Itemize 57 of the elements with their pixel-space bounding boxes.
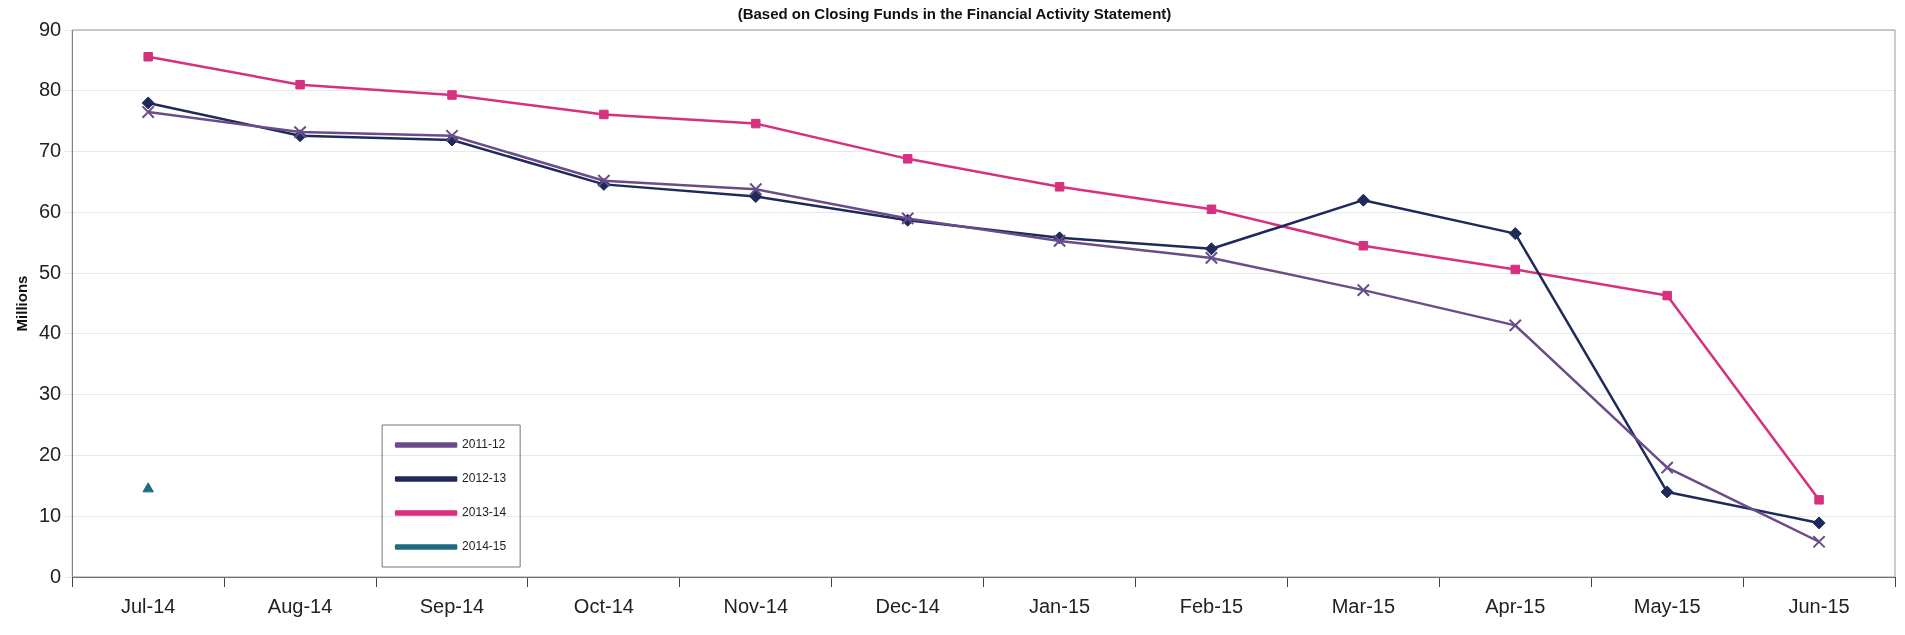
x-tick-label: Dec-14 (875, 594, 940, 617)
y-tick-label: 80 (39, 78, 62, 101)
x-tick-label: Jan-15 (1028, 594, 1091, 617)
point (1508, 318, 1522, 333)
y-tick-label: 90 (39, 17, 62, 40)
point (1812, 535, 1826, 549)
chart-subtitle: (Based on Closing Funds in the Financial Activity Statement) (737, 5, 1172, 23)
point (749, 190, 763, 204)
point (1508, 227, 1522, 241)
point (749, 182, 763, 196)
x-tick-label: May-15 (1633, 594, 1701, 617)
x-tick-label: Apr-15 (1485, 594, 1546, 617)
point (599, 109, 609, 120)
point (1356, 283, 1371, 297)
y-tick-label: 10 (39, 503, 62, 526)
point (751, 118, 761, 129)
point (447, 90, 457, 100)
point (141, 105, 155, 119)
point (1510, 264, 1520, 275)
point (1660, 485, 1674, 499)
point (1660, 460, 1674, 475)
point (1358, 241, 1369, 251)
y-tick-label: 60 (39, 199, 62, 222)
y-tick-label: 70 (39, 139, 62, 162)
point (902, 154, 913, 164)
point (143, 52, 153, 62)
legend-label: 2014-15 (462, 539, 507, 554)
legend-label: 2013-14 (462, 505, 507, 520)
point (293, 125, 307, 139)
x-tick-label: Jul-14 (120, 594, 176, 617)
y-tick-label: 50 (39, 260, 62, 283)
point (1206, 204, 1217, 215)
point (295, 79, 305, 90)
legend-label: 2012-13 (462, 471, 507, 486)
point (1662, 290, 1672, 301)
point (1812, 516, 1826, 530)
y-axis-title: Millions (13, 275, 31, 332)
point (1204, 251, 1219, 265)
x-tick-label: Aug-14 (267, 594, 333, 617)
x-tick-label: Feb-15 (1179, 594, 1244, 617)
y-tick-label: 40 (39, 321, 62, 344)
x-tick-label: Mar-15 (1331, 594, 1396, 617)
y-tick-label: 20 (39, 442, 62, 465)
point (1814, 495, 1824, 505)
x-tick-label: Oct-14 (573, 594, 634, 617)
x-tick-label: Sep-14 (419, 594, 485, 617)
point (142, 482, 154, 493)
point (141, 96, 155, 110)
point (1204, 242, 1218, 256)
point (1054, 182, 1065, 192)
y-tick-label: 30 (39, 382, 62, 405)
point (1356, 193, 1370, 207)
legend-label: 2011-12 (462, 437, 506, 452)
point (445, 129, 459, 143)
x-tick-label: Nov-14 (723, 594, 789, 617)
y-tick-label: 0 (50, 564, 62, 587)
x-tick-label: Jun-15 (1788, 594, 1850, 617)
